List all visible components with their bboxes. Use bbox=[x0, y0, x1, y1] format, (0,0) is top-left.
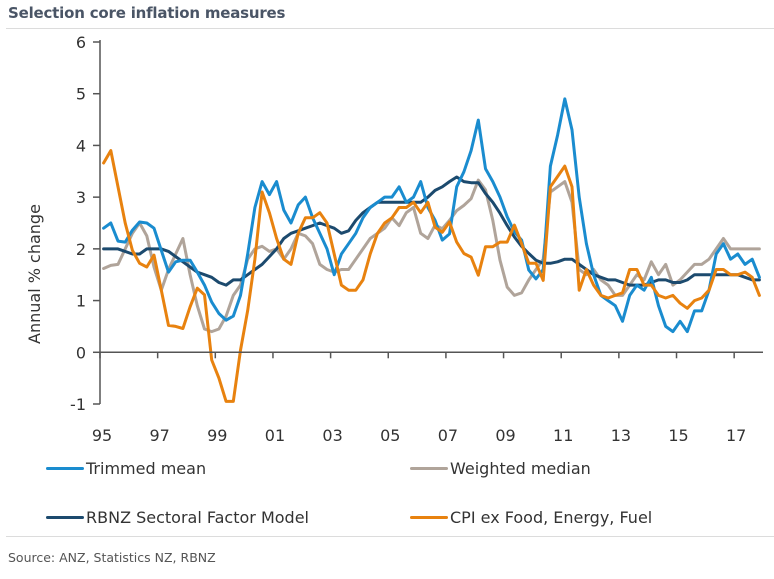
x-tick-label: 11 bbox=[553, 426, 573, 445]
series-line-weighted-median bbox=[102, 178, 761, 334]
x-tick-label: 13 bbox=[611, 426, 631, 445]
y-axis-title: Annual % change bbox=[25, 204, 44, 344]
legend-item-cpi-ex-food-energy-fuel: CPI ex Food, Energy, Fuel bbox=[410, 505, 652, 529]
y-tick-label: 4 bbox=[76, 136, 86, 155]
legend: Trimmed mean Weighted median RBNZ Sector… bbox=[46, 456, 746, 536]
legend-item-trimmed-mean: Trimmed mean bbox=[46, 456, 206, 480]
legend-item-rbnz-sectoral-factor-model: RBNZ Sectoral Factor Model bbox=[46, 505, 309, 529]
legend-label-cpi-ex-food-energy-fuel: CPI ex Food, Energy, Fuel bbox=[450, 507, 653, 527]
y-tick-label: 6 bbox=[76, 33, 86, 52]
legend-swatch-rbnz-sectoral-factor-model bbox=[46, 515, 84, 519]
axes-layer bbox=[93, 40, 763, 405]
x-tick-label: 07 bbox=[438, 426, 458, 445]
y-tick-label: 5 bbox=[76, 85, 86, 104]
x-tick-label: 17 bbox=[726, 426, 746, 445]
legend-label-trimmed-mean: Trimmed mean bbox=[86, 458, 207, 478]
x-tick-label: 09 bbox=[495, 426, 515, 445]
x-tick-label: 99 bbox=[207, 426, 227, 445]
x-tick-label: 15 bbox=[668, 426, 688, 445]
x-tick-label: 01 bbox=[265, 426, 285, 445]
title-divider bbox=[6, 28, 774, 29]
series-layer bbox=[102, 97, 761, 403]
series-line-cpi-ex-food-energy-fuel bbox=[102, 149, 761, 403]
legend-swatch-cpi-ex-food-energy-fuel bbox=[410, 515, 448, 519]
y-tick-label: 1 bbox=[76, 292, 86, 311]
legend-label-weighted-median: Weighted median bbox=[450, 458, 591, 478]
y-tick-label: -1 bbox=[70, 395, 86, 414]
legend-item-weighted-median: Weighted median bbox=[410, 456, 591, 480]
legend-label-rbnz-sectoral-factor-model: RBNZ Sectoral Factor Model bbox=[86, 507, 309, 527]
legend-swatch-trimmed-mean bbox=[46, 466, 84, 470]
y-tick-label: 0 bbox=[76, 343, 86, 362]
x-tick-label: 97 bbox=[149, 426, 169, 445]
y-tick-label: 3 bbox=[76, 188, 86, 207]
series-line-rbnz-sectoral-factor-model bbox=[102, 175, 761, 287]
chart-title: Selection core inflation measures bbox=[8, 4, 286, 22]
source-note: Source: ANZ, Statistics NZ, RBNZ bbox=[8, 550, 216, 565]
source-divider bbox=[6, 536, 774, 537]
x-tick-label: 03 bbox=[322, 426, 342, 445]
x-tick-label: 95 bbox=[92, 426, 112, 445]
x-tick-label: 05 bbox=[380, 426, 400, 445]
legend-swatch-weighted-median bbox=[410, 466, 448, 470]
y-tick-label: 2 bbox=[76, 240, 86, 259]
